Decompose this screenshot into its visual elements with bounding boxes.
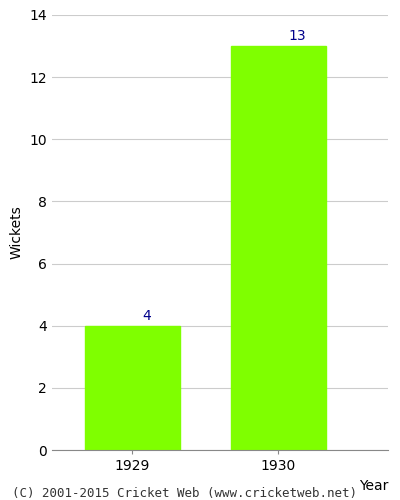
- Bar: [85, 326, 180, 450]
- Y-axis label: Wickets: Wickets: [10, 206, 24, 260]
- Text: 13: 13: [289, 29, 306, 43]
- Text: (C) 2001-2015 Cricket Web (www.cricketweb.net): (C) 2001-2015 Cricket Web (www.cricketwe…: [12, 488, 357, 500]
- X-axis label: Year: Year: [359, 478, 388, 492]
- Bar: [231, 46, 326, 450]
- Text: 4: 4: [142, 308, 151, 322]
